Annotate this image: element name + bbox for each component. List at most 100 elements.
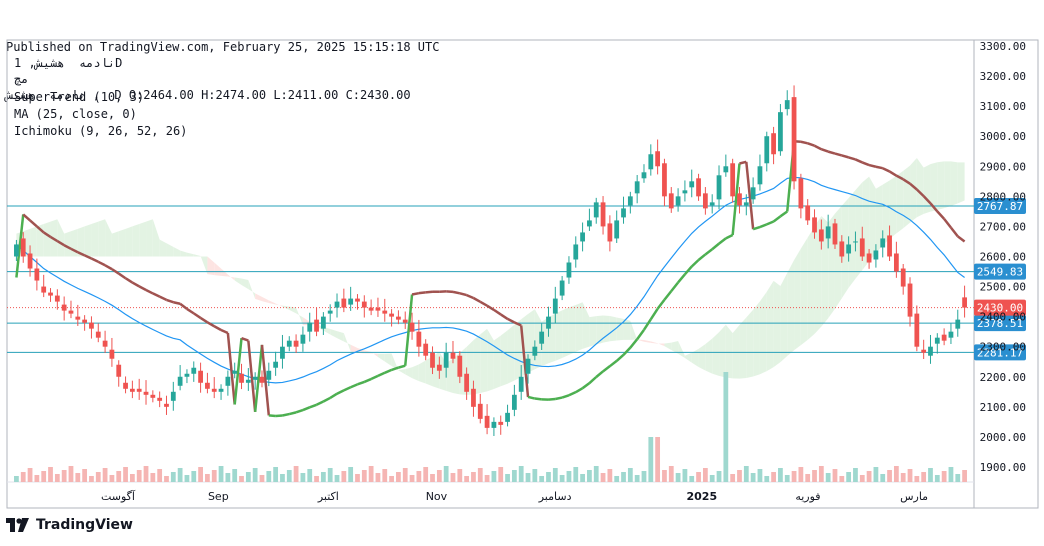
- cloud-segment: [814, 215, 822, 334]
- candle: [109, 337, 115, 367]
- volume-bar: [627, 468, 633, 482]
- candle-body: [880, 238, 886, 248]
- candle: [798, 173, 804, 219]
- candle-body: [334, 301, 340, 308]
- y-tick-label: 2600.00: [980, 250, 1026, 263]
- volume-bar: [934, 475, 940, 482]
- volume-bar: [75, 473, 81, 482]
- volume-bar: [689, 476, 695, 482]
- supertrend-segment: [199, 316, 209, 324]
- supertrend-segment: [418, 291, 426, 295]
- candle: [245, 368, 251, 391]
- supertrend-segment: [131, 281, 140, 288]
- volume-bar: [170, 472, 176, 482]
- cloud-segment: [139, 221, 147, 257]
- volume-bar: [368, 466, 374, 482]
- candle-body: [314, 319, 319, 332]
- cloud-segment: [568, 304, 576, 355]
- volume-bar: [218, 466, 224, 482]
- candle-body: [129, 388, 135, 392]
- candle: [702, 187, 708, 215]
- candle-body: [839, 241, 845, 257]
- candle-body: [593, 202, 599, 218]
- candle-body: [218, 388, 224, 392]
- candle: [464, 367, 470, 400]
- volume-bar: [280, 474, 285, 482]
- cloud-segment: [630, 320, 638, 340]
- candle-body: [402, 319, 408, 323]
- supertrend-segment: [854, 158, 863, 164]
- candle-body: [846, 244, 852, 254]
- cloud-segment: [875, 184, 883, 254]
- supertrend-segment: [173, 300, 181, 305]
- volume-bar: [109, 475, 115, 482]
- volume-bar: [873, 467, 879, 482]
- candle: [123, 376, 128, 394]
- candle: [873, 244, 879, 268]
- legend-supertrend[interactable]: SuperTrend (10, 3): [14, 90, 145, 104]
- last-price-label: 2430.00: [977, 302, 1023, 315]
- candle-body: [375, 307, 381, 311]
- cloud-segment: [603, 315, 610, 343]
- candle: [320, 312, 326, 335]
- supertrend-segment: [922, 195, 932, 205]
- volume-bar: [102, 468, 108, 482]
- candle-body: [559, 280, 565, 296]
- candle-body: [164, 403, 169, 407]
- candle-body: [934, 337, 940, 344]
- volume-bar: [675, 473, 681, 482]
- volume-bar: [771, 472, 776, 482]
- candle: [198, 362, 203, 393]
- candle: [668, 187, 674, 213]
- candle: [355, 294, 360, 310]
- cloud-segment: [64, 231, 71, 257]
- volume-bar: [300, 473, 306, 482]
- candle-body: [225, 376, 231, 386]
- volume-bar: [477, 468, 483, 482]
- supertrend-segment: [595, 370, 604, 378]
- candle-body: [798, 178, 804, 209]
- cloud-segment: [705, 338, 713, 374]
- legend-symbol[interactable]: نادمه هشیش, 1D: [14, 56, 123, 70]
- tradingview-logo[interactable]: TradingView: [6, 517, 133, 533]
- supertrend-segment: [848, 156, 856, 161]
- candle: [641, 164, 647, 183]
- supertrend-line: [15, 140, 966, 418]
- supertrend-segment: [909, 182, 918, 191]
- candle: [941, 328, 947, 346]
- volume-bar: [573, 467, 579, 482]
- cloud-segment: [473, 334, 481, 395]
- candle-body: [252, 376, 258, 380]
- supertrend-segment: [43, 231, 52, 238]
- volume-bar: [846, 472, 852, 482]
- candle: [191, 361, 197, 382]
- cloud-segment: [289, 306, 297, 314]
- legend-ma[interactable]: MA (25, close, 0): [14, 107, 137, 121]
- volume-bar: [205, 474, 210, 482]
- supertrend-segment: [827, 150, 836, 155]
- candle-body: [54, 295, 60, 302]
- legend-ichimoku[interactable]: Ichimoku (9, 26, 52, 26): [14, 124, 188, 138]
- candle: [286, 336, 292, 352]
- volume-bar: [382, 469, 388, 482]
- cloud-segment: [391, 353, 399, 371]
- cloud-segment: [712, 332, 720, 376]
- x-tick-label: مارس: [900, 490, 928, 503]
- volume-bar: [191, 471, 197, 482]
- candle: [457, 351, 463, 384]
- cloud-segment: [180, 250, 187, 257]
- cloud-segment: [664, 342, 672, 350]
- cloud-segment: [643, 339, 651, 343]
- candle-body: [34, 268, 40, 281]
- supertrend-segment: [766, 220, 775, 226]
- price-level-label: 2767.87: [977, 200, 1023, 213]
- supertrend-segment: [350, 383, 358, 389]
- candle-body: [818, 229, 824, 242]
- candle-body: [170, 391, 176, 401]
- cloud-segment: [834, 205, 842, 309]
- candle-body: [511, 394, 517, 410]
- volume-bar: [436, 470, 442, 482]
- volume-bar: [948, 467, 954, 482]
- supertrend-segment: [486, 304, 495, 311]
